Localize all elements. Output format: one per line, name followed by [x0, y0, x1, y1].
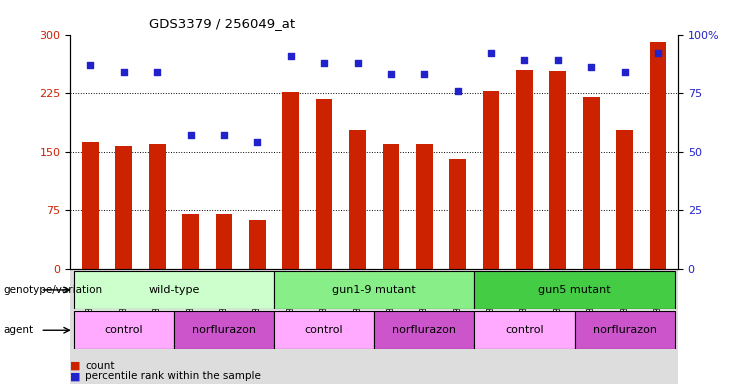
Point	[585, 64, 597, 70]
Bar	[583, 97, 599, 269]
Text: wild-type: wild-type	[148, 285, 199, 295]
Bar	[149, 144, 165, 269]
Text: norflurazon: norflurazon	[392, 325, 456, 335]
Bar	[617, 130, 633, 269]
Bar	[516, 70, 533, 269]
Point	[151, 69, 163, 75]
Text: control: control	[505, 325, 544, 335]
Bar	[474, 271, 674, 309]
Point	[318, 60, 330, 66]
Bar	[574, 311, 674, 349]
Bar	[316, 99, 333, 269]
Text: count: count	[85, 361, 115, 371]
Bar	[274, 271, 474, 309]
Point	[185, 132, 196, 138]
Text: ■: ■	[70, 361, 81, 371]
Text: gun1-9 mutant: gun1-9 mutant	[332, 285, 416, 295]
Bar	[349, 130, 366, 269]
Text: agent: agent	[4, 325, 34, 335]
Bar	[416, 144, 433, 269]
Bar	[650, 42, 666, 269]
Text: gun5 mutant: gun5 mutant	[538, 285, 611, 295]
Point	[419, 71, 431, 78]
Bar	[282, 92, 299, 269]
Point	[385, 71, 397, 78]
Bar	[274, 311, 374, 349]
Bar	[474, 311, 574, 349]
Bar	[182, 214, 199, 269]
Bar	[82, 142, 99, 269]
Text: percentile rank within the sample: percentile rank within the sample	[85, 371, 261, 381]
Bar	[449, 159, 466, 269]
Point	[285, 53, 296, 59]
Bar	[482, 91, 499, 269]
Point	[652, 50, 664, 56]
Text: control: control	[104, 325, 143, 335]
Bar	[382, 144, 399, 269]
Bar	[550, 71, 566, 269]
Bar	[70, 269, 678, 384]
Bar	[374, 311, 474, 349]
Point	[84, 62, 96, 68]
Bar	[249, 220, 266, 269]
Point	[351, 60, 363, 66]
Bar	[116, 146, 132, 269]
Text: control: control	[305, 325, 343, 335]
Bar	[174, 311, 274, 349]
Bar	[74, 271, 274, 309]
Text: ■: ■	[70, 371, 81, 381]
Text: norflurazon: norflurazon	[192, 325, 256, 335]
Point	[619, 69, 631, 75]
Point	[485, 50, 497, 56]
Text: norflurazon: norflurazon	[593, 325, 657, 335]
Point	[552, 57, 564, 63]
Text: GDS3379 / 256049_at: GDS3379 / 256049_at	[149, 17, 296, 30]
Point	[519, 57, 531, 63]
Bar	[74, 311, 174, 349]
Point	[118, 69, 130, 75]
Point	[218, 132, 230, 138]
Text: genotype/variation: genotype/variation	[4, 285, 103, 295]
Bar	[216, 214, 233, 269]
Point	[452, 88, 464, 94]
Point	[251, 139, 263, 146]
